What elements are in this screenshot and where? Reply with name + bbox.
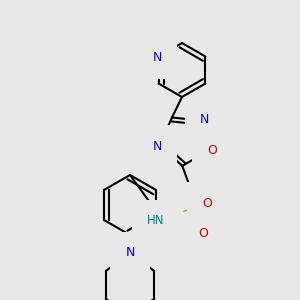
Text: S: S <box>181 209 190 223</box>
Text: HN: HN <box>146 214 164 227</box>
Text: O: O <box>202 197 212 210</box>
Text: N: N <box>200 113 209 126</box>
Text: O: O <box>198 227 208 240</box>
Text: N: N <box>125 247 135 260</box>
Text: N: N <box>153 51 162 64</box>
Text: N: N <box>153 140 162 153</box>
Text: O: O <box>207 144 217 157</box>
